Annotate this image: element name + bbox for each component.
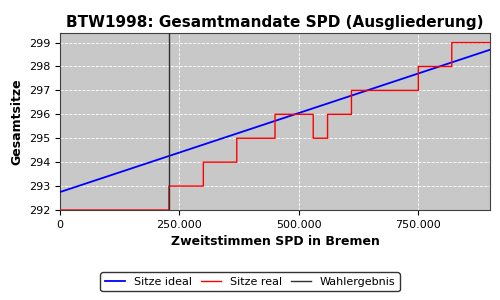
Sitze real — [166, 208, 172, 212]
Sitze real — [416, 65, 422, 68]
Sitze real — [234, 136, 240, 140]
Sitze real — [324, 112, 330, 116]
Sitze real — [348, 112, 354, 116]
Sitze real — [449, 65, 455, 68]
Sitze real — [200, 184, 206, 188]
X-axis label: Zweitstimmen SPD in Bremen: Zweitstimmen SPD in Bremen — [170, 235, 380, 248]
Sitze real — [272, 112, 278, 116]
Sitze real — [234, 160, 240, 164]
Sitze real — [348, 88, 354, 92]
Sitze real — [272, 136, 278, 140]
Y-axis label: Gesamtsitze: Gesamtsitze — [10, 78, 24, 165]
Sitze real — [57, 208, 63, 212]
Sitze real — [166, 208, 172, 212]
Sitze real — [310, 112, 316, 116]
Sitze real — [310, 136, 316, 140]
Line: Sitze real: Sitze real — [60, 43, 490, 210]
Sitze real — [166, 184, 172, 188]
Sitze real — [200, 160, 206, 164]
Sitze real — [449, 41, 455, 44]
Sitze real — [487, 41, 493, 44]
Legend: Sitze ideal, Sitze real, Wahlergebnis: Sitze ideal, Sitze real, Wahlergebnis — [100, 272, 400, 291]
Sitze real — [382, 88, 388, 92]
Title: BTW1998: Gesamtmandate SPD (Ausgliederung): BTW1998: Gesamtmandate SPD (Ausgliederun… — [66, 15, 484, 30]
Sitze real — [416, 88, 422, 92]
Sitze real — [324, 136, 330, 140]
